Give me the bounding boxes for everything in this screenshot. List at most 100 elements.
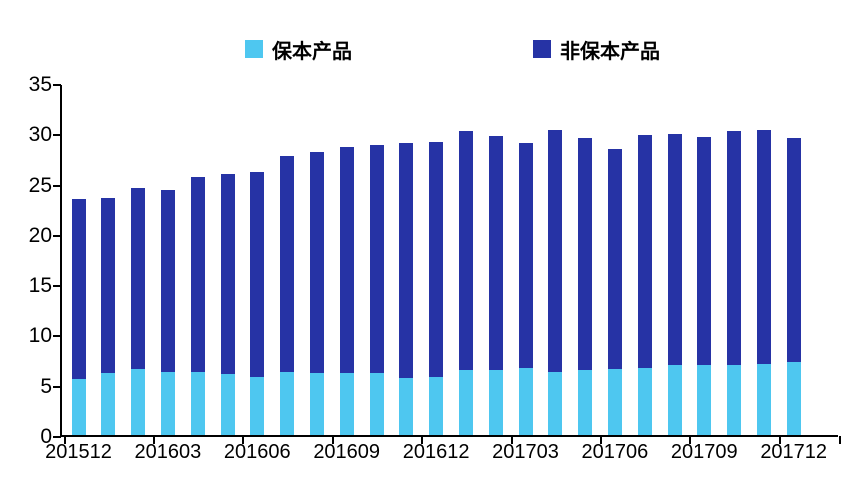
x-axis-tick-mark <box>839 436 841 444</box>
x-axis-tick-mark <box>331 436 334 444</box>
bar-segment-baoben <box>71 378 86 435</box>
bar-segment-baoben <box>548 371 563 435</box>
y-axis-tick-label: 15 <box>28 274 52 298</box>
y-axis-tick-mark <box>53 184 61 187</box>
x-axis-tick-label: 201512 <box>45 441 112 463</box>
bar-segment-baoben <box>518 367 533 435</box>
y-axis-tick-mark <box>53 385 61 388</box>
bar-stack-201602 <box>131 83 146 435</box>
x-axis-tick-mark <box>510 436 513 444</box>
y-axis-tick-mark <box>53 436 61 438</box>
y-axis-tick-mark <box>53 234 61 237</box>
bar-stack-201603 <box>160 83 175 435</box>
bar-stack-201604 <box>190 83 205 435</box>
x-axis-tick-label: 201603 <box>134 441 202 463</box>
y-axis-tick-mark <box>53 134 61 137</box>
legend-swatch-baoben <box>245 40 263 58</box>
bar-segment-feibaoben <box>280 156 295 372</box>
bar-stack-201601 <box>101 83 116 435</box>
bar-stack-201709 <box>697 83 712 435</box>
bar-segment-feibaoben <box>369 145 384 373</box>
x-axis-tick-label: 201712 <box>760 441 828 463</box>
y-axis-tick-label: 0 <box>40 425 52 448</box>
bar-segment-feibaoben <box>429 142 444 377</box>
bar-segment-feibaoben <box>220 173 235 374</box>
x-axis-tick-label: 201612 <box>402 441 470 463</box>
x-axis-tick-mark <box>421 436 424 444</box>
bar-segment-feibaoben <box>71 198 86 379</box>
bar-segment-feibaoben <box>458 131 473 370</box>
bar-stack-201612 <box>429 83 444 435</box>
bar-segment-baoben <box>607 368 622 435</box>
bar-segment-feibaoben <box>697 137 712 365</box>
bar-segment-baoben <box>160 371 175 435</box>
x-axis-tick-label: 201606 <box>223 441 291 463</box>
bar-segment-feibaoben <box>727 131 742 365</box>
bar-stack-201702 <box>488 83 503 435</box>
bar-segment-baoben <box>458 369 473 435</box>
bar-segment-feibaoben <box>160 189 175 372</box>
bar-segment-baoben <box>727 364 742 435</box>
y-axis-tick-label: 35 <box>28 73 52 96</box>
bar-segment-feibaoben <box>339 147 354 373</box>
legend-label-baoben: 保本产品 <box>272 40 352 63</box>
bar-segment-baoben <box>786 361 801 435</box>
bar-segment-feibaoben <box>309 152 324 373</box>
bar-segment-feibaoben <box>756 130 771 364</box>
legend-swatch-feibaoben <box>533 40 551 58</box>
bar-segment-feibaoben <box>518 143 533 368</box>
bar-segment-feibaoben <box>399 143 414 378</box>
x-axis-tick-mark <box>689 436 692 444</box>
bar-segment-baoben <box>399 377 414 435</box>
bar-segment-baoben <box>578 369 593 435</box>
y-axis-tick-mark <box>53 84 61 86</box>
plot-area: 0 5 10 15 20 25 30 35 201512 201603 201606 201609 20… <box>29 74 841 463</box>
bar-segment-baoben <box>369 372 384 435</box>
x-axis-tick-mark <box>600 436 602 444</box>
y-axis-tick-label: 10 <box>28 324 52 348</box>
y-axis-tick-mark <box>53 335 61 338</box>
bar-segment-feibaoben <box>578 138 593 370</box>
bar-segment-baoben <box>339 372 354 435</box>
bar-stack-201705 <box>578 83 593 435</box>
bar-stack-201708 <box>667 83 682 435</box>
bar-stack-201706 <box>607 83 622 435</box>
bar-segment-feibaoben <box>667 134 682 365</box>
y-axis-tick-label: 30 <box>28 123 52 147</box>
bar-stack-201606 <box>250 83 265 435</box>
bar-segment-baoben <box>309 372 324 435</box>
bar-segment-baoben <box>429 376 444 435</box>
bar-segment-feibaoben <box>101 197 116 373</box>
bar-segment-baoben <box>101 372 116 435</box>
bar-segment-feibaoben <box>637 135 652 368</box>
x-axis-tick-label: 201709 <box>670 441 738 463</box>
bar-stack-201607 <box>280 83 295 435</box>
x-axis-tick-mark <box>778 436 781 444</box>
x-axis-tick-label: 201706 <box>581 441 649 463</box>
y-axis-tick-label: 25 <box>28 173 52 197</box>
bar-segment-baoben <box>280 371 295 435</box>
y-axis-tick-mark <box>53 285 61 288</box>
bar-segment-baoben <box>697 364 712 435</box>
bar-segment-baoben <box>250 376 265 435</box>
x-axis-tick-label: 201609 <box>313 441 381 463</box>
bar-stack-201710 <box>727 83 742 435</box>
bar-segment-feibaoben <box>190 176 205 372</box>
bar-segment-feibaoben <box>488 136 503 370</box>
bar-segment-baoben <box>637 367 652 435</box>
bar-stack-201608 <box>309 83 324 435</box>
legend-label-feibaoben: 非保本产品 <box>560 40 660 63</box>
bar-segment-baoben <box>756 363 771 435</box>
legend-item-feibaoben: 非保本产品 <box>533 36 660 63</box>
bar-stack-201512 <box>71 83 86 435</box>
bar-stack-201610 <box>369 83 384 435</box>
bar-stack-201609 <box>339 83 354 435</box>
y-axis-tick-label: 20 <box>28 223 52 247</box>
x-axis-tick-label: 201703 <box>492 441 559 463</box>
bar-segment-feibaoben <box>786 138 801 362</box>
bar-segment-baoben <box>220 373 235 435</box>
bar-segment-baoben <box>488 369 503 435</box>
legend-item-baoben: 保本产品 <box>245 36 352 63</box>
bar-stack-201703 <box>518 83 533 435</box>
